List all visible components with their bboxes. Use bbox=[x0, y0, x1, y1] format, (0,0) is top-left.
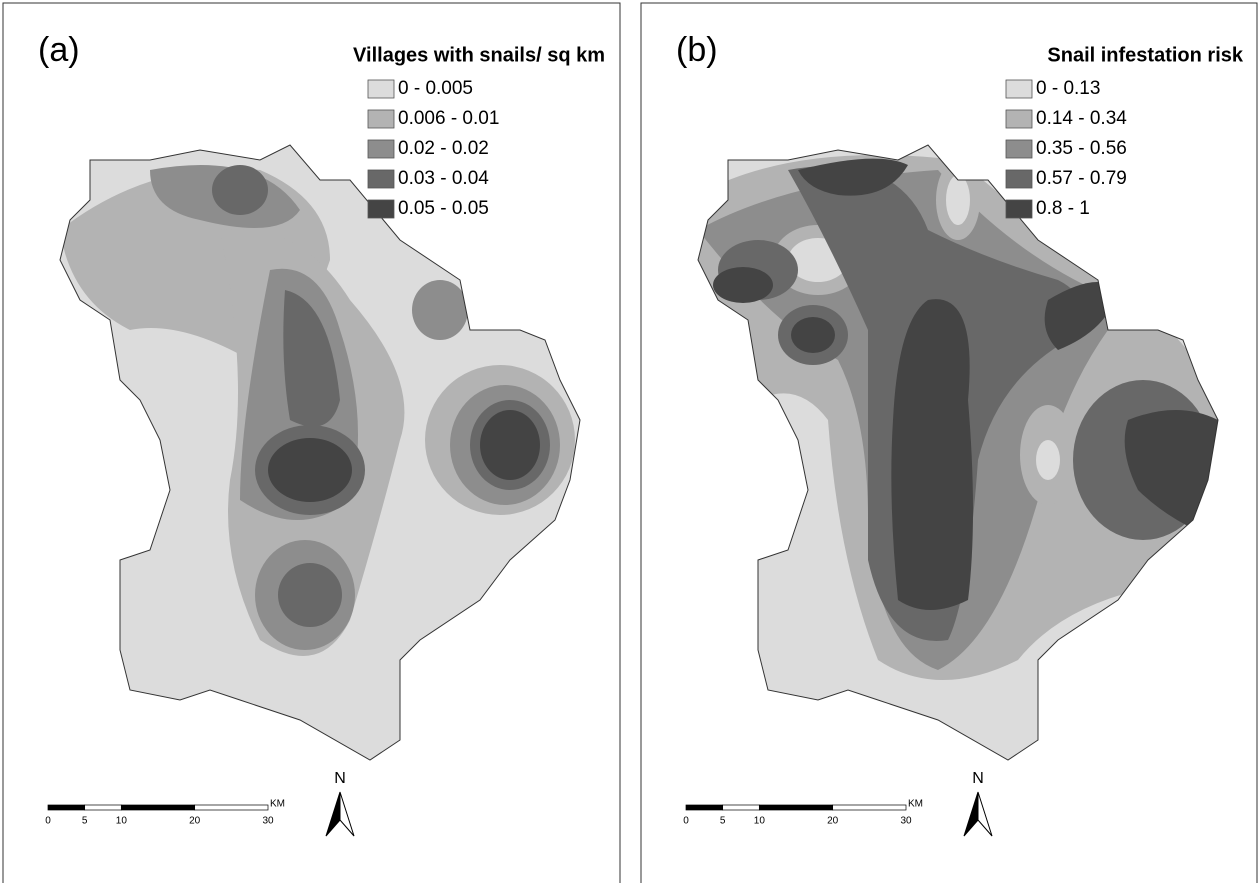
scale-segment bbox=[84, 804, 122, 811]
panel-frame bbox=[640, 2, 1258, 883]
north-arrow bbox=[963, 791, 979, 837]
scale-segment bbox=[47, 804, 86, 811]
legend-label: 0.02 - 0.02 bbox=[398, 138, 489, 159]
scale-label: 0 bbox=[683, 816, 689, 827]
scale-segment bbox=[194, 804, 269, 811]
legend-label: 0.14 - 0.34 bbox=[1036, 108, 1127, 129]
scale-unit: KM bbox=[270, 799, 285, 810]
legend-swatch bbox=[1005, 139, 1033, 159]
scale-segment bbox=[685, 804, 724, 811]
legend-label: 0.35 - 0.56 bbox=[1036, 138, 1127, 159]
scale-label: 20 bbox=[189, 816, 201, 827]
panel-frame bbox=[2, 2, 621, 883]
legend-swatch bbox=[1005, 169, 1033, 189]
legend-label: 0.57 - 0.79 bbox=[1036, 168, 1127, 189]
scale-segment bbox=[758, 804, 834, 811]
north-arrow bbox=[977, 791, 993, 837]
panel: (b) Snail infestation risk 0 - 0.13 0.14 - … bbox=[640, 2, 1258, 883]
legend-swatch bbox=[367, 169, 395, 189]
legend-swatch bbox=[1005, 109, 1033, 129]
legend-label: 0.006 - 0.01 bbox=[398, 108, 499, 129]
scale-segment bbox=[832, 804, 907, 811]
legend-label: 0 - 0.005 bbox=[398, 78, 473, 99]
scale-label: 5 bbox=[82, 816, 88, 827]
legend-swatch bbox=[367, 109, 395, 129]
scale-label: 10 bbox=[116, 816, 128, 827]
legend-label: 0.8 - 1 bbox=[1036, 198, 1090, 219]
scale-unit: KM bbox=[908, 799, 923, 810]
legend-label: 0.05 - 0.05 bbox=[398, 198, 489, 219]
scale-label: 20 bbox=[827, 816, 839, 827]
legend-label: 0.03 - 0.04 bbox=[398, 168, 489, 189]
scale-label: 10 bbox=[754, 816, 766, 827]
north-label: N bbox=[972, 770, 984, 787]
north-arrow bbox=[325, 791, 341, 837]
scale-label: 0 bbox=[45, 816, 51, 827]
scale-label: 5 bbox=[720, 816, 726, 827]
panel-label: (b) bbox=[676, 31, 718, 69]
scale-segment bbox=[722, 804, 760, 811]
legend-swatch bbox=[1005, 199, 1033, 219]
legend-swatch bbox=[367, 199, 395, 219]
scale-segment bbox=[120, 804, 196, 811]
north-label: N bbox=[334, 770, 346, 787]
legend-swatch bbox=[367, 139, 395, 159]
legend-title: Villages with snails/ sq km bbox=[353, 44, 605, 66]
map bbox=[60, 145, 580, 760]
panel-label: (a) bbox=[38, 31, 80, 69]
map bbox=[698, 145, 1218, 760]
panel: (a) Villages with snails/ sq km 0 - 0.005 0… bbox=[2, 2, 621, 883]
north-arrow bbox=[339, 791, 355, 837]
legend-swatch bbox=[1005, 79, 1033, 99]
legend-title: Snail infestation risk bbox=[1047, 44, 1243, 66]
scale-label: 30 bbox=[262, 816, 274, 827]
legend-label: 0 - 0.13 bbox=[1036, 78, 1100, 99]
legend-swatch bbox=[367, 79, 395, 99]
scale-label: 30 bbox=[900, 816, 912, 827]
